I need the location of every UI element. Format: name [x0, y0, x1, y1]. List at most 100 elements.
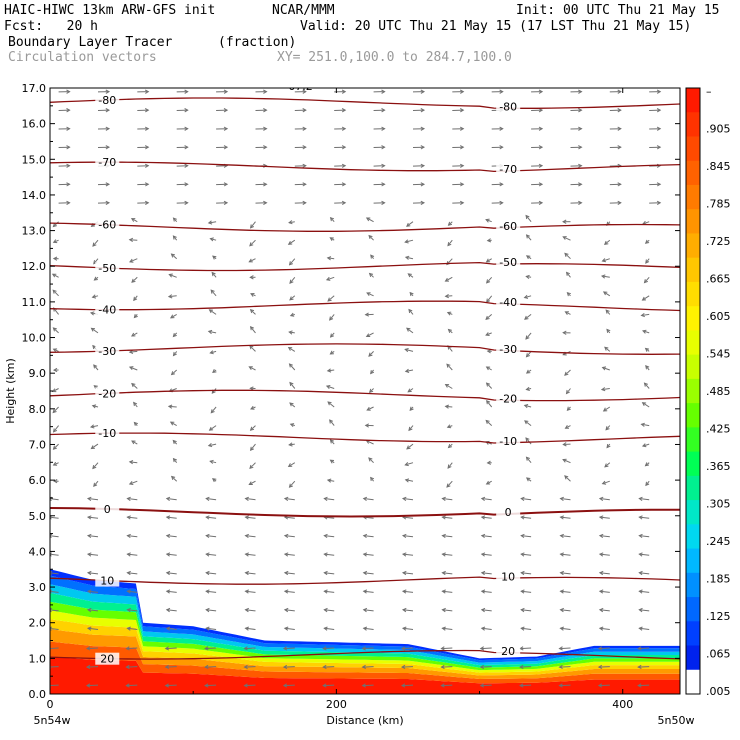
vector-arrowhead — [223, 145, 229, 150]
colorbar-label: .065 — [706, 648, 731, 661]
vector-arrowhead — [288, 330, 293, 335]
contour-label: -70 — [499, 163, 517, 176]
vector-arrow — [402, 516, 414, 519]
contour-label-bg — [496, 434, 521, 447]
vector-arrow — [323, 647, 335, 650]
vector-arrow — [642, 295, 650, 301]
vector-arrow — [250, 326, 256, 334]
vector-arrowhead — [50, 626, 53, 631]
vector-arrow — [166, 627, 177, 630]
vector-arrowhead — [144, 89, 150, 94]
vector-arrow — [170, 313, 177, 319]
vector-arrow — [326, 385, 335, 389]
vector-arrowhead — [164, 664, 170, 670]
vector-arrow — [599, 590, 610, 593]
contour-label-bg — [95, 218, 120, 231]
vector-arrow — [327, 257, 335, 260]
forecast-hour: Fcst: 20 h — [4, 19, 98, 34]
vector-arrowhead — [401, 496, 407, 502]
vector-arrow — [604, 346, 611, 352]
vector-arrow — [289, 276, 296, 284]
vector-arrowhead — [564, 425, 569, 429]
vector-arrowhead — [131, 382, 136, 388]
vector-arrowhead — [244, 607, 249, 613]
vector-arrowhead — [125, 664, 130, 670]
vector-arrowhead — [289, 296, 294, 301]
vector-arrowhead — [480, 607, 486, 613]
vector-arrowhead — [244, 515, 249, 520]
vector-arrowhead — [601, 366, 607, 371]
colorbar-label: .605 — [706, 310, 731, 323]
x-end-label-right: 5n50w — [658, 714, 695, 727]
vector-arrow — [250, 425, 256, 431]
vector-arrowhead — [566, 406, 571, 411]
vector-arrowhead — [341, 145, 347, 150]
vector-arrowhead — [329, 333, 335, 338]
vector-arrow — [129, 461, 138, 464]
vector-arrowhead — [404, 368, 410, 373]
vector-arrow — [642, 330, 650, 334]
vector-arrowhead — [126, 626, 131, 631]
vector-arrow — [249, 239, 256, 247]
vector-arrowhead — [559, 552, 564, 557]
vector-arrow — [598, 684, 610, 687]
colorbar-swatch — [686, 548, 700, 574]
vector-arrowhead — [441, 533, 446, 539]
vector-arrow — [205, 666, 217, 668]
vector-arrowhead — [66, 200, 71, 206]
vector-arrow — [327, 401, 335, 408]
vector-arrowhead — [133, 296, 138, 302]
vector-arrow — [442, 553, 453, 556]
colorbar-swatch — [686, 524, 700, 550]
vector-arrowhead — [485, 218, 490, 223]
vector-arrow — [206, 553, 217, 556]
vector-arrowhead — [480, 626, 486, 631]
vector-arrowhead — [525, 335, 530, 340]
vector-arrow — [639, 535, 650, 538]
vector-arrowhead — [289, 423, 295, 428]
vector-arrowhead — [520, 552, 525, 557]
colorbar-swatch — [686, 136, 700, 162]
contour-label-bg — [496, 163, 521, 176]
colorbar-label: .305 — [706, 498, 731, 511]
vector-arrow — [129, 258, 138, 263]
y-tick-label: 15.0 — [22, 153, 47, 166]
vector-arrowhead — [212, 368, 217, 374]
vector-arrowhead — [558, 664, 563, 670]
vector-arrowhead — [210, 289, 215, 294]
contour-line — [50, 97, 680, 109]
vector-arrow — [526, 234, 532, 241]
vector-arrowhead — [485, 366, 491, 371]
vector-arrow — [131, 383, 138, 389]
vector-arrowhead — [223, 89, 229, 94]
vector-arrow — [564, 475, 571, 482]
vector-arrow — [441, 666, 453, 668]
vector-arrow — [560, 516, 571, 519]
vector-arrowhead — [327, 297, 332, 302]
contour-label-bg — [95, 387, 120, 400]
vector-arrowhead — [93, 385, 98, 390]
colorbar-swatch — [686, 597, 700, 622]
vector-arrowhead — [249, 325, 254, 331]
vector-arrowhead — [640, 312, 645, 318]
vector-arrowhead — [283, 496, 289, 502]
vector-arrowhead — [441, 589, 446, 594]
vector-arrow — [329, 314, 335, 321]
vector-arrow — [166, 572, 177, 575]
vector-arrowhead — [52, 348, 58, 353]
vector-arrowhead — [597, 683, 603, 688]
vector-arrow — [526, 456, 532, 464]
vector-arrowhead — [283, 607, 289, 613]
vector-arrow — [480, 684, 492, 687]
vector-arrow — [405, 348, 414, 352]
vector-arrowhead — [329, 316, 334, 321]
contour-label-bg — [496, 644, 521, 657]
vector-arrowhead — [361, 646, 367, 651]
vector-arrow — [445, 276, 453, 282]
colorbar-swatch — [686, 233, 700, 259]
vector-arrowhead — [617, 126, 622, 131]
vector-arrow — [92, 462, 99, 469]
vector-arrowhead — [486, 238, 492, 243]
vector-arrow — [366, 332, 374, 337]
vector-arrowhead — [364, 423, 370, 428]
